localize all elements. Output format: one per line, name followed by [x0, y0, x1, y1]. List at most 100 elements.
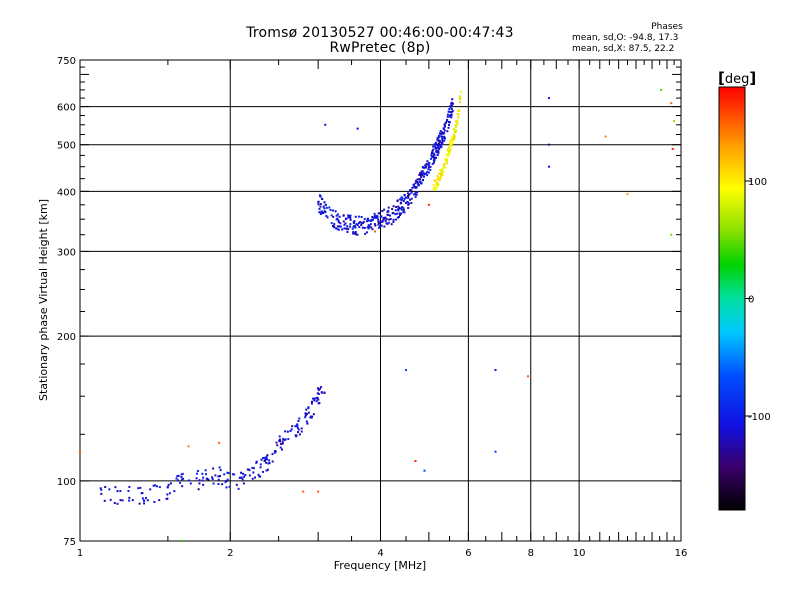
y-tick-label: 300	[57, 247, 76, 258]
echo-point	[447, 154, 450, 157]
echo-point	[322, 205, 325, 208]
echo-point	[414, 179, 417, 182]
echo-point	[386, 222, 389, 225]
echo-point	[336, 225, 339, 228]
echo-point	[212, 467, 215, 470]
echo-point	[452, 135, 455, 138]
echo-point	[439, 168, 442, 171]
echo-point	[353, 220, 356, 223]
y-tick-label: 75	[63, 537, 76, 548]
echo-point	[316, 396, 319, 399]
echo-point	[410, 197, 413, 200]
echo-point	[332, 215, 335, 218]
echo-point	[337, 228, 340, 231]
echo-point	[347, 216, 350, 219]
echo-point	[443, 136, 446, 139]
echo-point	[361, 226, 364, 229]
echo-point	[283, 439, 286, 442]
echo-point	[439, 144, 442, 147]
echo-point	[268, 462, 271, 465]
echo-point	[351, 227, 354, 230]
echo-point	[146, 499, 149, 502]
echo-point	[420, 171, 423, 174]
echo-point	[456, 113, 459, 116]
isolated-echo-point	[547, 165, 550, 168]
echo-point	[284, 430, 287, 433]
echo-point	[339, 225, 342, 228]
echo-point	[444, 166, 447, 169]
echo-point	[168, 492, 171, 495]
echo-point	[432, 187, 435, 190]
echo-point	[224, 481, 227, 484]
echo-point	[434, 141, 437, 144]
echo-point	[218, 466, 221, 469]
y-tick-label: 500	[57, 141, 76, 152]
echo-point	[427, 166, 430, 169]
echo-point	[307, 407, 310, 410]
echo-point	[418, 178, 421, 181]
echo-point	[212, 482, 215, 485]
echo-point	[450, 113, 453, 116]
isolated-echo-point	[414, 459, 417, 462]
echo-point	[300, 427, 303, 430]
echo-point	[397, 205, 400, 208]
echo-point	[337, 221, 340, 224]
echo-point	[279, 446, 282, 449]
echo-point	[323, 392, 326, 395]
echo-point	[355, 223, 358, 226]
echo-point	[459, 90, 462, 93]
echo-point	[414, 185, 417, 188]
echo-point	[335, 227, 338, 230]
echo-point	[204, 473, 207, 476]
echo-point	[202, 483, 205, 486]
echo-point	[391, 208, 394, 211]
echo-point	[415, 193, 418, 196]
y-axis-label: Stationary phase Virtual Height [km]	[37, 199, 50, 401]
echo-point	[440, 143, 443, 146]
echo-point	[422, 179, 425, 182]
echo-point	[202, 476, 205, 479]
echo-point	[349, 216, 352, 219]
echo-point	[158, 499, 161, 502]
echo-point	[319, 195, 322, 198]
echo-point	[373, 215, 376, 218]
echo-point	[367, 224, 370, 227]
echo-point	[450, 107, 453, 110]
echo-point	[121, 499, 124, 502]
echo-point	[459, 101, 462, 104]
colorbar-tick-label: -100	[748, 412, 771, 423]
echo-point	[380, 224, 383, 227]
echo-point	[286, 430, 289, 433]
echo-point	[438, 147, 441, 150]
echo-point	[251, 466, 254, 469]
echo-point	[453, 135, 456, 138]
echo-point	[128, 485, 131, 488]
echo-point	[377, 223, 380, 226]
echo-point	[370, 226, 373, 229]
echo-point	[448, 146, 451, 149]
echo-point	[255, 460, 258, 463]
x-tick-label: 1	[77, 548, 83, 559]
echo-point	[317, 402, 320, 405]
echo-point	[346, 228, 349, 231]
echo-point	[325, 214, 328, 217]
echo-point	[330, 214, 333, 217]
isolated-echo-point	[670, 233, 673, 236]
echo-point	[219, 469, 222, 472]
echo-point	[315, 397, 318, 400]
echo-point	[422, 166, 425, 169]
echo-point	[240, 471, 243, 474]
echo-point	[363, 226, 366, 229]
echo-point	[223, 473, 226, 476]
echo-point	[456, 120, 459, 123]
echo-point	[459, 97, 462, 100]
echo-point	[432, 152, 435, 155]
isolated-echo-point	[374, 230, 377, 233]
echo-point	[231, 473, 234, 476]
echo-point	[252, 471, 255, 474]
echo-point	[377, 226, 380, 229]
echo-point	[434, 188, 437, 191]
echo-point	[198, 482, 201, 485]
echo-point	[437, 142, 440, 145]
echo-point	[417, 178, 420, 181]
